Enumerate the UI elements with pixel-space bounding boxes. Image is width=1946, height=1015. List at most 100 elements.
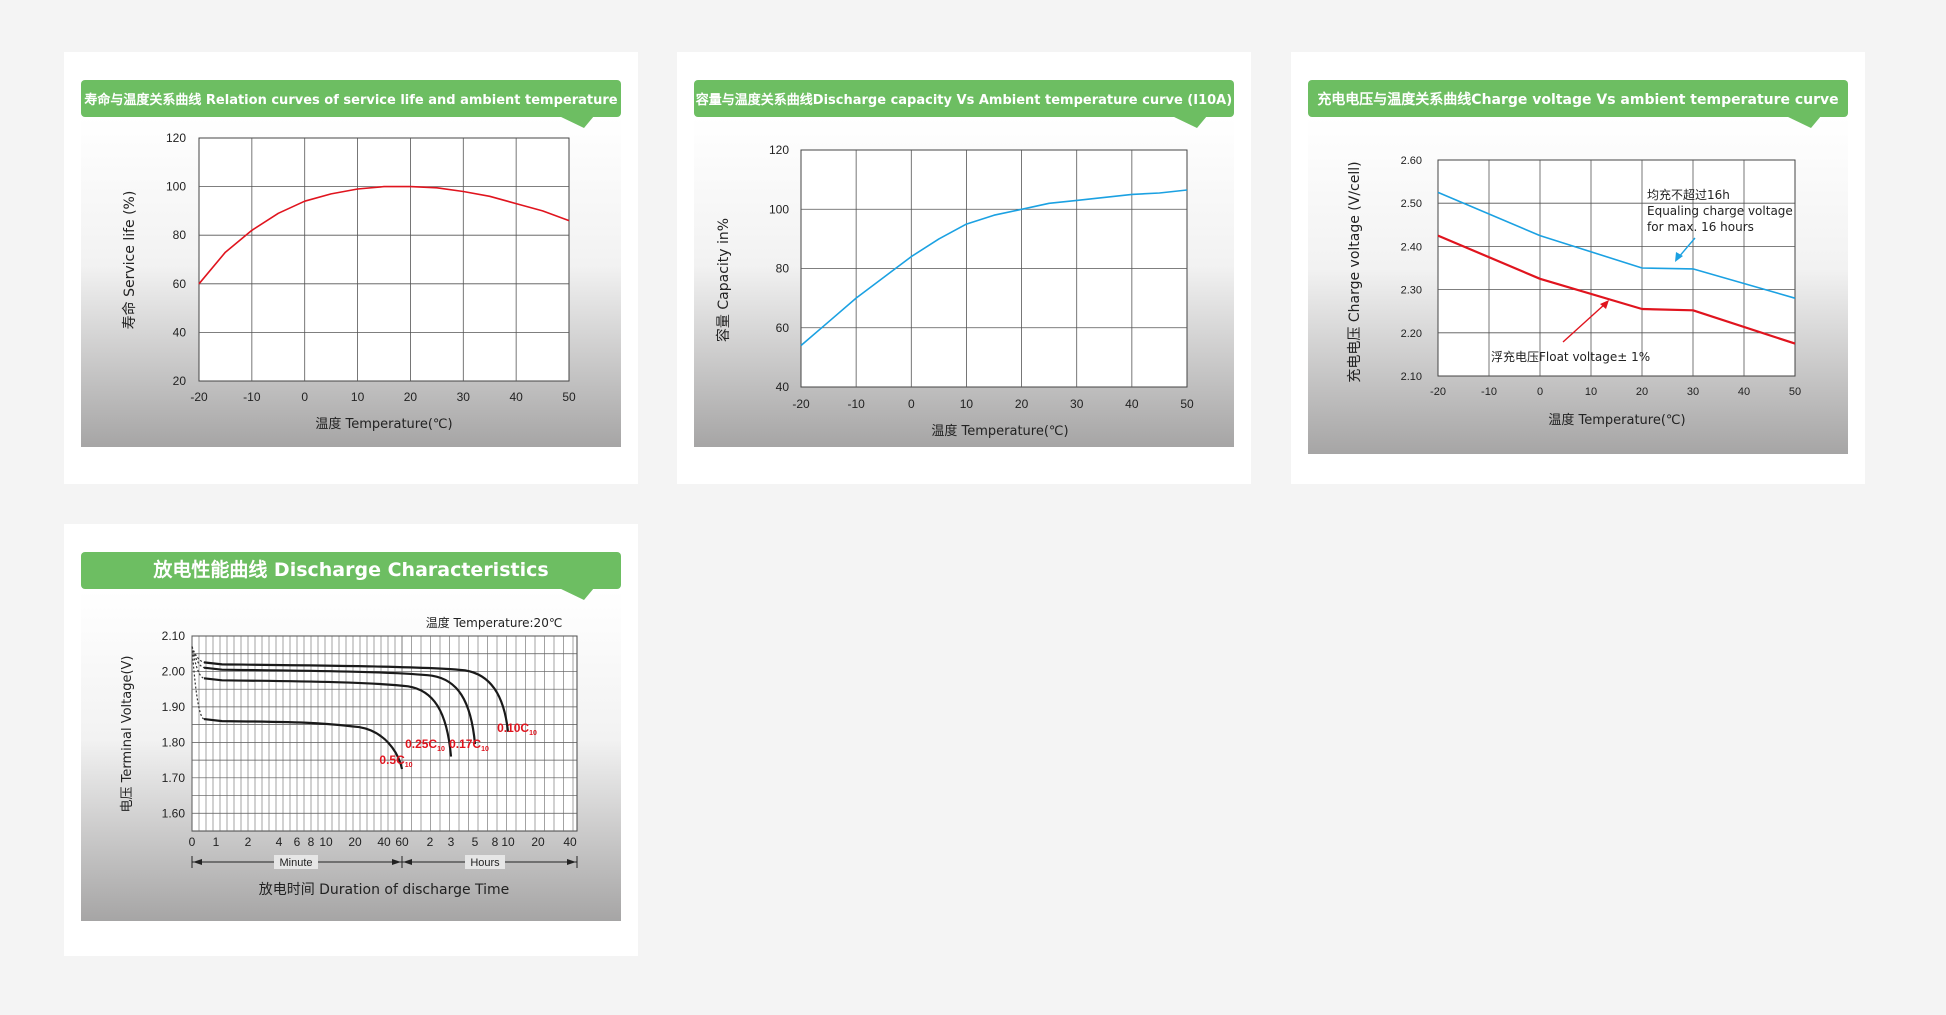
y-tick-label: 2.10: [162, 629, 186, 643]
y-axis-label: 寿命 Service life (%): [121, 191, 138, 330]
chart-charge-voltage: 充电电压与温度关系曲线Charge voltage Vs ambient tem…: [1308, 80, 1848, 454]
y-tick-label: 2.30: [1401, 285, 1422, 297]
y-tick-label: 2.10: [1401, 371, 1422, 383]
x-tick-label-minute: 8: [308, 835, 315, 849]
series-label-base: 0.25C: [405, 737, 437, 751]
chart-card-capacity: 容量与温度关系曲线Discharge capacity Vs Ambient t…: [677, 52, 1251, 484]
y-tick-label: 2.20: [1401, 328, 1422, 340]
annotation-equalizing: for max. 16 hours: [1647, 220, 1754, 234]
y-tick-label: 2.00: [162, 664, 186, 678]
x-tick-label-minute: 2: [245, 835, 252, 849]
title-banner: [81, 552, 621, 589]
x-tick-label: 50: [562, 390, 576, 404]
series-label: 0.17C10: [449, 737, 489, 753]
x-tick-label: -10: [243, 390, 261, 404]
series-label-subscript: 10: [405, 762, 413, 769]
y-tick-label: 1.80: [162, 735, 186, 749]
x-axis-label: 温度 Temperature(℃): [315, 416, 452, 432]
chart-discharge: 放电性能曲线 Discharge Characteristics 1.60 1.70…: [81, 552, 621, 921]
series-0.17C10: [203, 666, 477, 745]
plot-area: [1437, 159, 1796, 377]
x-tick-label: 40: [1738, 386, 1750, 398]
range-label-bg: [274, 855, 318, 869]
y-tick-label: 2.40: [1401, 241, 1422, 253]
x-tick-label: 50: [1180, 397, 1194, 411]
series-label: 0.25C10: [405, 737, 445, 753]
chart-card-charge-voltage: 充电电压与温度关系曲线Charge voltage Vs ambient tem…: [1291, 52, 1865, 484]
x-tick-label-minute: 10: [319, 835, 333, 849]
series-equalizing-voltage: [1437, 191, 1796, 299]
y-tick-label: 120: [769, 143, 789, 157]
plot-area: [198, 137, 570, 382]
series-label-base: 0.10C: [497, 721, 529, 735]
x-tick-label: 20: [1015, 397, 1029, 411]
chart-card-service-life: 寿命与温度关系曲线 Relation curves of service lif…: [64, 52, 638, 484]
x-tick-label: -20: [1430, 386, 1446, 398]
range-label-hours: Hours: [470, 857, 500, 869]
series-0.5C10: [203, 717, 404, 770]
series-capacity: [800, 189, 1188, 347]
x-tick-label: 40: [509, 390, 523, 404]
y-tick-label: 100: [769, 202, 789, 216]
y-axis-label: 容量 Capacity in%: [715, 218, 732, 342]
x-tick-label: 10: [351, 390, 365, 404]
y-axis-label: 电压 Terminal Voltage(V): [120, 655, 135, 812]
chart-title: 容量与温度关系曲线Discharge capacity Vs Ambient t…: [695, 92, 1232, 108]
x-tick-label: -10: [847, 397, 865, 411]
x-tick-label-minute: 4: [276, 835, 283, 849]
x-tick-label: 50: [1789, 386, 1801, 398]
title-banner: [694, 80, 1234, 117]
series-0.25C10: [203, 677, 453, 757]
x-tick-label-hours: 10: [501, 835, 515, 849]
x-tick-label-minute: 60: [395, 835, 409, 849]
x-axis-label: 温度 Temperature(℃): [931, 423, 1068, 439]
chart-capacity: 容量与温度关系曲线Discharge capacity Vs Ambient t…: [694, 80, 1234, 447]
range-label-minute: Minute: [279, 857, 312, 869]
y-tick-label: 2.50: [1401, 198, 1422, 210]
annotation-equalizing: Equaling charge voltage: [1647, 204, 1793, 218]
x-tick-label: 30: [1070, 397, 1084, 411]
x-tick-label: 10: [960, 397, 974, 411]
y-tick-label: 40: [776, 380, 790, 394]
series-label-base: 0.5C: [379, 753, 405, 767]
range-arrowhead: [567, 859, 576, 865]
annotation-arrowhead: [1675, 252, 1683, 262]
range-arrowhead: [392, 859, 401, 865]
x-tick-label: 30: [457, 390, 471, 404]
x-tick-label: 0: [908, 397, 915, 411]
series-label: 0.5C10: [379, 753, 412, 769]
series-label-subscript: 10: [481, 746, 489, 753]
y-axis-label: 充电电压 Charge voltage (V/cell): [1347, 161, 1363, 382]
chart-title: 寿命与温度关系曲线 Relation curves of service lif…: [84, 92, 617, 108]
x-tick-label: 10: [1585, 386, 1597, 398]
annotation-float: 浮充电压Float voltage± 1%: [1491, 349, 1650, 364]
series-0.10C10: [203, 661, 510, 732]
series-label-subscript: 10: [529, 730, 537, 737]
series-label: 0.10C10: [497, 721, 537, 737]
x-tick-label-hours: 8: [492, 835, 499, 849]
y-tick-label: 1.70: [162, 771, 186, 785]
x-tick-label-hours: 20: [531, 835, 545, 849]
x-tick-label-minute: 20: [348, 835, 362, 849]
y-tick-label: 80: [776, 262, 790, 276]
x-axis-label: 温度 Temperature(℃): [1548, 412, 1685, 428]
chart-subtitle: 温度 Temperature:20℃: [426, 615, 563, 630]
annotation-equalizing: 均充不超过16h: [1647, 187, 1730, 202]
x-tick-label: 0: [301, 390, 308, 404]
series-service-life: [198, 185, 570, 285]
title-banner: [1308, 80, 1848, 117]
x-tick-label: 20: [1636, 386, 1648, 398]
y-tick-label: 120: [166, 131, 186, 145]
x-tick-label-hours: 40: [563, 835, 577, 849]
chart-title: 充电电压与温度关系曲线Charge voltage Vs ambient tem…: [1317, 91, 1838, 108]
x-tick-label-hours: 5: [472, 835, 479, 849]
range-label-bg: [465, 855, 505, 869]
title-banner-tail: [1172, 116, 1207, 128]
x-tick-label-hours: 2: [427, 835, 434, 849]
y-tick-label: 2.60: [1401, 155, 1422, 167]
series-label-subscript: 10: [437, 746, 445, 753]
series-label-base: 0.17C: [449, 737, 481, 751]
title-banner-tail: [1786, 116, 1821, 128]
x-tick-label: 0: [1537, 386, 1543, 398]
y-tick-label: 100: [166, 180, 186, 194]
